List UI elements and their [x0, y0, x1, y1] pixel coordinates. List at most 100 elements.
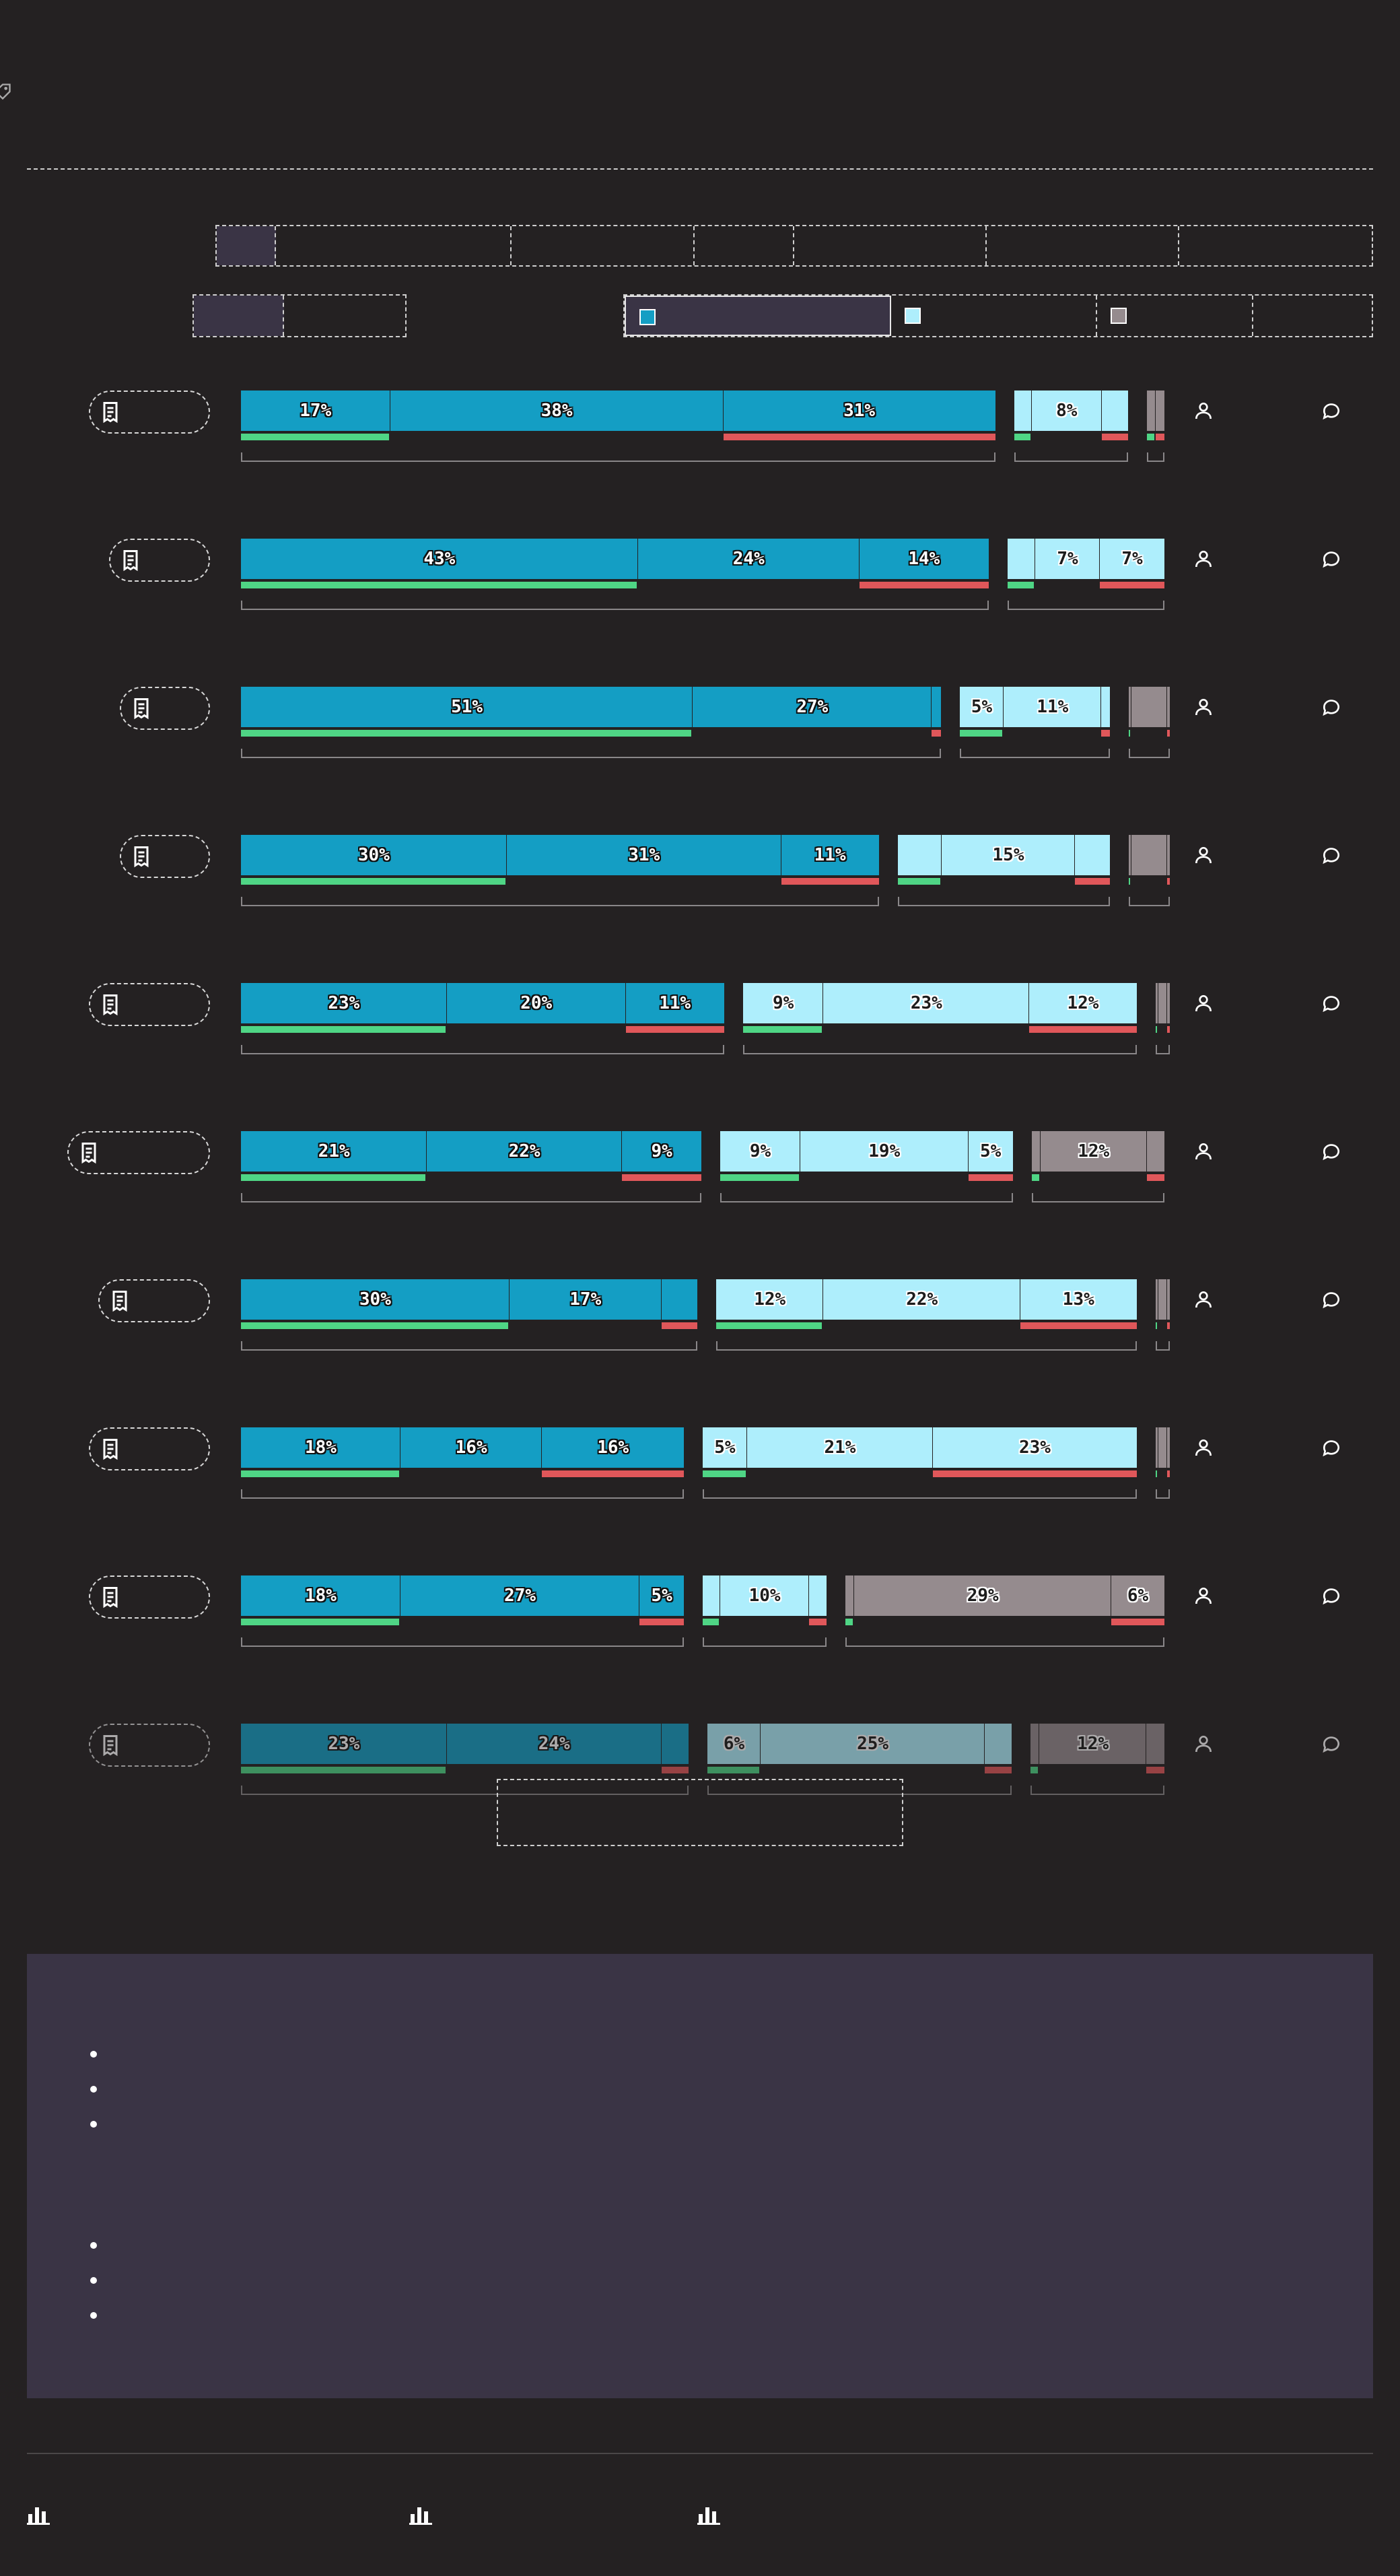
legend-series-b[interactable] — [891, 296, 1097, 336]
bar-segment[interactable] — [1007, 539, 1037, 579]
bar-segment[interactable] — [1158, 1427, 1168, 1468]
bar-segment[interactable]: 23% — [241, 983, 448, 1023]
view-toggle-option-1[interactable] — [194, 296, 284, 336]
bar-segment[interactable]: 11% — [625, 983, 724, 1023]
bar-segment[interactable] — [1074, 835, 1111, 875]
bar-segment[interactable]: 7% — [1035, 539, 1101, 579]
tab-3[interactable] — [512, 226, 695, 265]
bar-segment[interactable]: 22% — [427, 1131, 623, 1172]
bar-segment[interactable]: 9% — [621, 1131, 702, 1172]
bar-segment[interactable] — [932, 687, 941, 727]
bar-segment[interactable] — [661, 1724, 689, 1764]
row-label-pill[interactable] — [67, 1131, 210, 1174]
bar-segment[interactable]: 9% — [742, 983, 825, 1023]
chart-row[interactable]: 51% 27% 5% 11% — [0, 687, 1400, 781]
user-icon[interactable] — [1193, 1289, 1217, 1313]
bar-segment[interactable] — [1167, 1427, 1170, 1468]
row-label-pill[interactable] — [89, 983, 210, 1026]
chat-bubble-icon[interactable] — [1321, 1733, 1345, 1757]
bar-segment[interactable]: 10% — [720, 1575, 810, 1616]
bar-segment[interactable]: 30% — [241, 1279, 511, 1320]
row-label-pill[interactable] — [98, 1279, 210, 1322]
row-label-pill[interactable] — [120, 835, 210, 878]
bar-segment[interactable] — [1101, 687, 1111, 727]
user-icon[interactable] — [1193, 844, 1217, 869]
bar-segment[interactable] — [1158, 983, 1168, 1023]
row-label-pill[interactable] — [89, 391, 210, 434]
legend-bar[interactable] — [623, 294, 1373, 337]
bar-segment[interactable]: 12% — [1040, 1131, 1148, 1172]
bar-segment[interactable] — [1146, 1131, 1164, 1172]
bar-segment[interactable]: 38% — [390, 391, 725, 431]
chart-row[interactable]: 17% 38% 31% 8% — [0, 391, 1400, 485]
row-label-pill[interactable] — [109, 539, 210, 582]
chart-row[interactable]: 30% 17% 12% 22% 13% — [0, 1279, 1400, 1374]
legend-series-a[interactable] — [625, 296, 891, 336]
bar-segment[interactable] — [1014, 391, 1033, 431]
bar-segment[interactable]: 14% — [859, 539, 989, 579]
chat-bubble-icon[interactable] — [1321, 1289, 1345, 1313]
bar-segment[interactable]: 21% — [746, 1427, 935, 1468]
column-tab-bar[interactable] — [215, 225, 1373, 267]
bar-segment[interactable]: 23% — [241, 1724, 448, 1764]
chat-bubble-icon[interactable] — [1321, 1437, 1345, 1461]
bar-segment[interactable] — [1101, 391, 1128, 431]
bar-chart-icon[interactable] — [27, 2505, 50, 2525]
tab-7[interactable] — [1179, 226, 1372, 265]
chat-bubble-icon[interactable] — [1321, 992, 1345, 1017]
bar-segment[interactable] — [1146, 391, 1157, 431]
bar-segment[interactable]: 17% — [509, 1279, 663, 1320]
bar-segment[interactable]: 20% — [446, 983, 627, 1023]
bar-segment[interactable] — [845, 1575, 856, 1616]
bar-segment[interactable] — [703, 1575, 722, 1616]
bar-segment[interactable]: 43% — [241, 539, 639, 579]
bar-segment[interactable]: 23% — [823, 983, 1031, 1023]
bar-segment[interactable]: 11% — [781, 835, 879, 875]
row-label-pill[interactable] — [89, 1724, 210, 1767]
chat-bubble-icon[interactable] — [1321, 844, 1345, 869]
bar-chart-icon[interactable] — [409, 2505, 432, 2525]
row-label-pill[interactable] — [120, 687, 210, 730]
bar-segment[interactable]: 23% — [933, 1427, 1137, 1468]
bar-segment[interactable] — [984, 1724, 1012, 1764]
chat-bubble-icon[interactable] — [1321, 1585, 1345, 1609]
legend-extra[interactable] — [1253, 296, 1372, 336]
tab-6[interactable] — [987, 226, 1179, 265]
user-icon[interactable] — [1193, 548, 1217, 572]
tab-5[interactable] — [794, 226, 987, 265]
user-icon[interactable] — [1193, 400, 1217, 424]
chart-row[interactable]: 30% 31% 11% 15% — [0, 835, 1400, 929]
bar-segment[interactable] — [661, 1279, 697, 1320]
chat-bubble-icon[interactable] — [1321, 400, 1345, 424]
bar-segment[interactable]: 30% — [241, 835, 508, 875]
bar-segment[interactable]: 31% — [506, 835, 783, 875]
bar-segment[interactable] — [1131, 687, 1168, 727]
bar-segment[interactable]: 16% — [542, 1427, 684, 1468]
chart-row[interactable]: 23% 20% 11% 9% 23% 12% — [0, 983, 1400, 1077]
bar-segment[interactable]: 29% — [854, 1575, 1113, 1616]
bar-segment[interactable]: 25% — [761, 1724, 986, 1764]
bar-segment[interactable]: 7% — [1100, 539, 1164, 579]
user-icon[interactable] — [1193, 1437, 1217, 1461]
bar-segment[interactable]: 5% — [639, 1575, 684, 1616]
tab-1[interactable] — [217, 226, 276, 265]
bar-chart-icon[interactable] — [697, 2505, 720, 2525]
bar-segment[interactable] — [1030, 1724, 1041, 1764]
bar-segment[interactable] — [1167, 1279, 1170, 1320]
bar-segment[interactable]: 21% — [241, 1131, 429, 1172]
bar-segment[interactable]: 18% — [241, 1427, 402, 1468]
chart-row[interactable]: 43% 24% 14% 7% 7% — [0, 539, 1400, 633]
bar-segment[interactable]: 9% — [720, 1131, 802, 1172]
bar-segment[interactable] — [1155, 391, 1164, 431]
bar-segment[interactable]: 17% — [241, 391, 392, 431]
bar-segment[interactable]: 12% — [715, 1279, 825, 1320]
chat-bubble-icon[interactable] — [1321, 548, 1345, 572]
bar-segment[interactable] — [1146, 1724, 1164, 1764]
bar-segment[interactable]: 5% — [959, 687, 1006, 727]
bar-segment[interactable]: 27% — [693, 687, 934, 727]
tab-2[interactable] — [276, 226, 512, 265]
bar-segment[interactable]: 18% — [241, 1575, 402, 1616]
bar-segment[interactable]: 27% — [400, 1575, 641, 1616]
bar-segment[interactable] — [808, 1575, 827, 1616]
chart-row[interactable]: 18% 27% 5% 10% 29% 6% — [0, 1575, 1400, 1670]
